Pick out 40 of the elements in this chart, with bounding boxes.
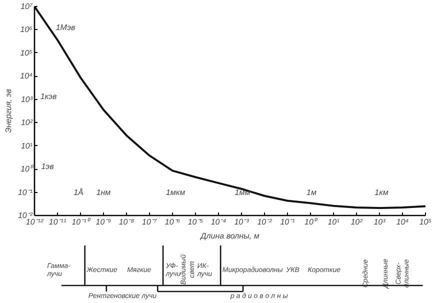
annotation: 1эв	[41, 162, 54, 171]
y-tick-label: 10³	[20, 94, 33, 104]
x-tick-label: 10¹	[328, 218, 340, 226]
y-axis-title: Энергия, эв	[4, 88, 13, 134]
x-tick-label: 10⁻²	[257, 218, 272, 226]
y-tick-label: 10²	[20, 118, 33, 128]
x-tick-label: 10³	[374, 218, 386, 226]
y-tick-label: 10⁴	[20, 72, 34, 81]
x-tick-label: 10⁻¹²	[26, 218, 44, 226]
x-tick-label: 10⁻⁵	[188, 218, 204, 226]
y-tick-label: 10⁵	[20, 48, 34, 58]
annotation: 1мкм	[166, 188, 186, 197]
line-series	[34, 6, 426, 210]
x-tick-label: 10⁰	[304, 218, 318, 226]
x-tick-label: 10⁴	[396, 218, 410, 226]
annotation: 1мм	[234, 188, 251, 197]
annotation: 1м	[306, 188, 317, 197]
x-axis-title: Длина волны, м	[200, 232, 260, 240]
x-tick-label: 10⁻¹	[280, 218, 296, 226]
x-tick-label: 10⁻⁴	[210, 218, 227, 226]
y-tick-label: 10⁰	[20, 164, 34, 174]
x-tick-label: 10⁻¹¹	[48, 218, 66, 226]
x-tick-label: 10²	[350, 218, 363, 226]
y-tick-label: 10⁻¹	[18, 188, 33, 197]
annotation: 1Å	[74, 188, 84, 197]
y-tick-label: 10⁷	[20, 2, 34, 11]
x-tick-label: 10⁻⁸	[118, 218, 135, 226]
x-tick-label: 10⁻⁷	[142, 218, 158, 226]
annotation: 1Мэв	[56, 23, 76, 32]
annotation: 1км	[374, 188, 389, 197]
x-tick-label: 10⁻³	[234, 218, 250, 226]
x-tick-label: 10⁻⁶	[164, 218, 181, 226]
y-tick-label: 10⁻²	[18, 211, 33, 220]
x-tick-label: 10⁵	[419, 218, 432, 226]
annotation: 1нм	[96, 188, 112, 197]
annotation: 1кэв	[40, 92, 57, 101]
y-tick-label: 10¹	[20, 141, 33, 150]
x-tick-label: 10⁻⁹	[96, 218, 112, 226]
x-tick-label: 10⁻¹⁰	[72, 218, 92, 226]
y-tick-label: 10⁶	[20, 25, 34, 34]
